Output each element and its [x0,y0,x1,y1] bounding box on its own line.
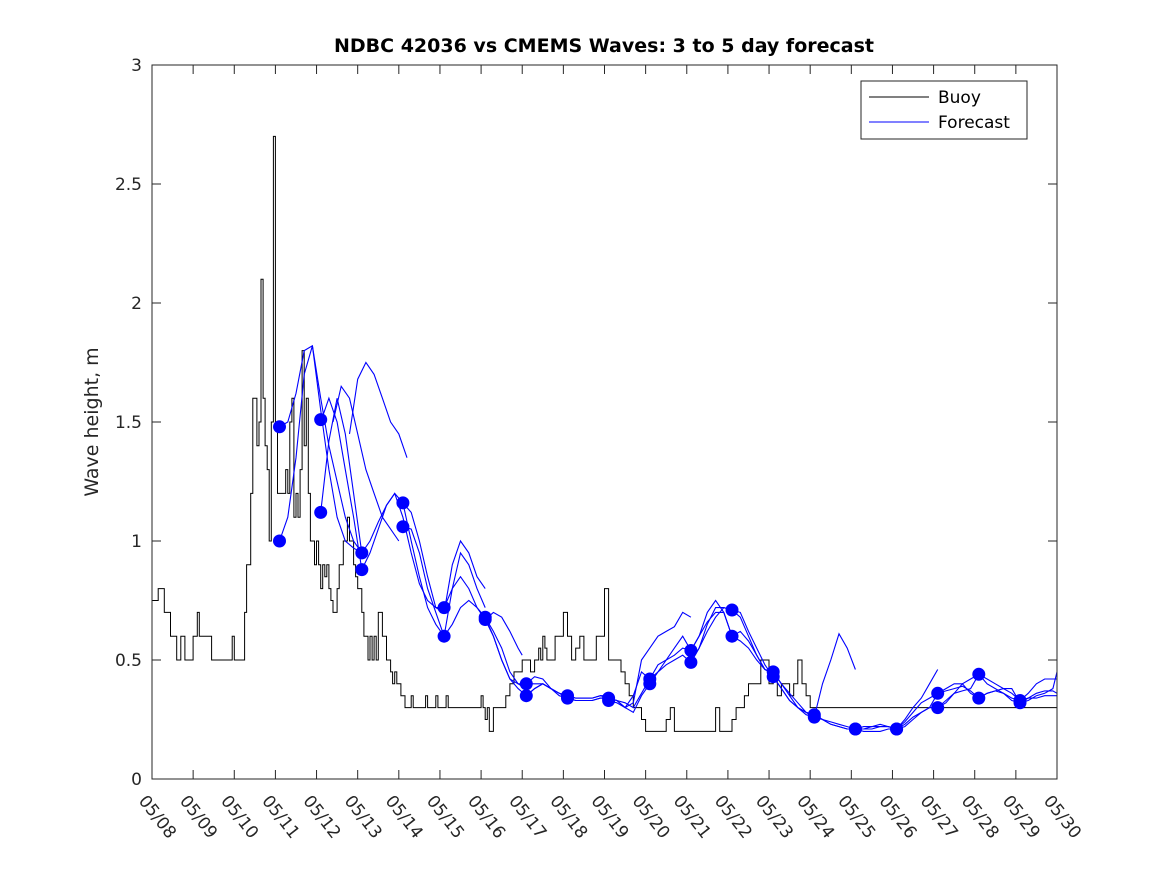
forecast-marker [766,670,780,684]
legend-label-forecast: Forecast [938,113,1010,133]
legend-label-buoy: Buoy [938,88,981,108]
x-tick-label: 05/30 [1039,792,1085,843]
forecast-marker [972,691,986,705]
y-tick-label: 2.5 [115,175,142,195]
x-tick-label: 05/15 [422,792,468,843]
x-tick-label: 05/16 [463,792,509,843]
x-tick-label: 05/29 [998,792,1044,843]
forecast-line-1 [278,345,363,554]
forecast-marker-layer [273,413,1027,736]
forecast-line-5 [332,384,400,542]
x-tick-label: 05/10 [216,792,262,843]
forecast-line-4 [320,396,363,570]
y-tick-label: 1.5 [115,413,142,433]
x-tick-label: 05/13 [340,792,386,843]
y-tick-label: 0 [131,770,142,790]
x-tick-label: 05/12 [299,792,345,843]
forecast-marker [807,708,821,722]
x-tick-label: 05/11 [257,792,303,843]
x-tick-label: 05/17 [504,792,550,843]
forecast-marker [478,610,492,624]
forecast-marker [355,546,369,560]
y-axis-label: Wave height, m [81,347,103,496]
forecast-line-40 [1019,695,1057,702]
x-tick-label: 05/19 [587,792,633,843]
forecast-line-6 [348,361,408,458]
x-tick-label: 05/09 [175,792,221,843]
forecast-marker [684,655,698,669]
forecast-marker [355,563,369,577]
forecast-marker [561,689,574,703]
forecast-marker [602,694,616,707]
forecast-marker [273,420,286,434]
forecast-line-3 [320,398,363,553]
forecast-marker [725,629,739,643]
x-tick-label: 05/20 [628,792,674,843]
plot-background [152,65,1057,779]
forecast-line-2 [279,344,363,554]
y-tick-label: 1 [131,532,142,552]
forecast-line-8 [361,492,445,609]
legend-box [860,80,1028,140]
forecast-marker [1013,694,1027,707]
forecast-line-19 [608,611,692,709]
forecast-marker [643,677,657,691]
chart-title: NDBC 42036 vs CMEMS Waves: 3 to 5 day fo… [334,35,874,57]
forecast-marker [931,701,945,715]
x-tick-label: 05/26 [875,792,921,843]
forecast-marker [437,629,451,643]
forecast-line-39 [1019,671,1058,704]
forecast-marker [972,667,986,681]
x-tick-label: 05/08 [134,792,180,843]
buoy-series-layer [152,135,1057,732]
forecast-marker [684,644,698,657]
legend: Buoy Forecast [860,80,1028,140]
forecast-marker [437,601,451,615]
x-tick-label: 05/24 [792,792,838,843]
forecast-marker [396,520,410,534]
forecast-marker [848,722,862,736]
y-tick-label: 3 [131,56,142,76]
x-tick-label: 05/14 [381,792,427,843]
forecast-marker [273,534,286,548]
x-tick-label: 05/28 [957,792,1003,843]
forecast-marker [314,505,328,519]
forecast-marker [725,603,739,617]
forecast-marker [396,496,410,510]
forecast-marker [519,689,533,703]
forecast-marker [519,677,533,691]
buoy-line [152,135,1057,732]
x-tick-label: 05/27 [916,792,962,843]
forecast-marker [314,413,328,427]
x-tick-label: 05/18 [545,792,591,843]
x-tick-label: 05/22 [710,792,756,843]
y-tick-label: 2 [131,294,142,314]
forecast-marker [931,686,945,700]
y-tick-label: 0.5 [115,651,142,671]
x-tick-label: 05/21 [669,792,715,843]
x-tick-label: 05/23 [751,792,797,843]
forecast-marker [890,722,904,736]
x-tick-label: 05/25 [833,792,879,843]
